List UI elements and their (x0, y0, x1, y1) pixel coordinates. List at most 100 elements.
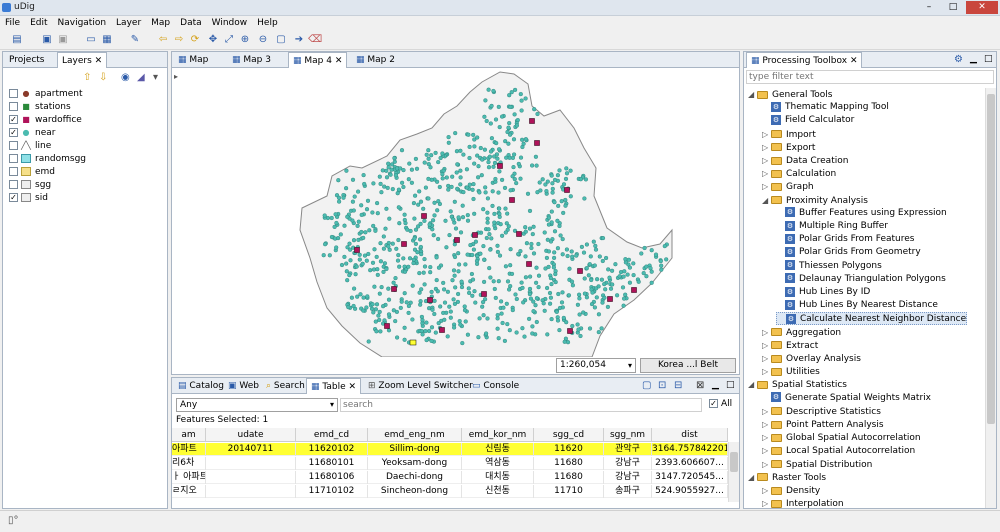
select-icon[interactable]: ▢ (276, 34, 286, 45)
tree-item[interactable]: ◢ Proximity Analysis (762, 194, 868, 207)
table-search-input[interactable] (340, 398, 702, 412)
tree-item[interactable]: ⚙ Field Calculator (762, 114, 854, 127)
layer-checkbox[interactable]: ✓ (9, 115, 18, 124)
layer-checkbox[interactable]: ✓ (9, 193, 18, 202)
menu-map[interactable]: Map (151, 18, 171, 28)
layer-checkbox[interactable] (9, 167, 18, 176)
menu-navigation[interactable]: Navigation (57, 18, 107, 28)
tree-item[interactable]: ⚙ Generate Spatial Weights Matrix (762, 392, 931, 405)
expand-icon[interactable]: ▷ (762, 169, 769, 179)
tree-item[interactable]: ▷ Local Spatial Autocorrelation (762, 444, 915, 457)
layer-item-sid[interactable]: ✓ sid (9, 193, 48, 203)
tree-item[interactable]: ⚙ Calculate Nearest Neighbor Distance (776, 312, 968, 326)
close-icon[interactable]: ✕ (334, 56, 343, 66)
tree-item[interactable]: ▷ Spatial Distribution (762, 458, 872, 471)
tree-item[interactable]: ⚙ Delaunay Triangulation Polygons (776, 273, 946, 286)
minimize-view-icon[interactable]: ▁ (712, 380, 719, 390)
expand-icon[interactable]: ▷ (762, 499, 769, 509)
back-icon[interactable]: ⇦ (158, 34, 168, 45)
tree-item[interactable]: ▷ Global Spatial Autocorrelation (762, 431, 921, 444)
menu-help[interactable]: Help (257, 18, 278, 28)
tab-zoom-level-switcher[interactable]: ⊞ Zoom Level Switcher (368, 381, 473, 391)
expand-icon[interactable]: ▷ (762, 327, 769, 337)
tree-item[interactable]: ◢ General Tools (748, 88, 833, 101)
layer-item-sgg[interactable]: sgg (9, 179, 51, 192)
save-all-icon[interactable]: ▣ (58, 34, 68, 45)
eraser-icon[interactable]: ⌫ (308, 34, 323, 45)
layer-item-randomsgg[interactable]: randomsgg (9, 153, 86, 166)
expand-icon[interactable]: ▷ (762, 446, 769, 456)
table-row[interactable]: ㄹ지오 11710102 Sincheon-dong 신천동 11710 송파구 524.9… (172, 485, 728, 498)
save-icon[interactable]: ▣ (42, 34, 52, 45)
tree-item[interactable]: ▷ Data Creation (762, 154, 848, 167)
tab-map-2[interactable]: ▦ Map 2 (356, 55, 395, 65)
tab-projects[interactable]: Projects (9, 55, 45, 65)
promote-icon[interactable]: ⊟ (674, 380, 683, 391)
tree-item[interactable]: ◢ Spatial Statistics (748, 378, 847, 391)
menu-edit[interactable]: Edit (30, 18, 48, 28)
maximize-button[interactable]: □ (948, 2, 958, 12)
tree-item[interactable]: ▷ Calculation (762, 167, 836, 180)
tab-map[interactable]: ▦ Map (178, 55, 209, 65)
select-all-icon[interactable]: ▢ (642, 380, 652, 391)
tree-item[interactable]: ▷ Descriptive Statistics (762, 405, 881, 418)
close-icon[interactable]: ✕ (94, 56, 103, 66)
layer-checkbox[interactable] (9, 102, 18, 111)
all-checkbox[interactable]: ✓ All (709, 399, 733, 409)
tree-item[interactable]: ▷ Import (762, 128, 816, 141)
expand-icon[interactable]: ▷ (762, 459, 769, 469)
clear-selection-icon[interactable]: ⊠ (696, 380, 705, 391)
scrollbar-thumb[interactable] (730, 452, 738, 472)
collapse-icon[interactable]: ◢ (748, 472, 755, 482)
tree-item[interactable]: ⚙ Thiessen Polygons (776, 260, 882, 273)
collapse-icon[interactable]: ◢ (762, 195, 769, 205)
layer-item-emd[interactable]: emd (9, 166, 55, 179)
edit-icon[interactable]: ✎ (130, 34, 140, 45)
table-row[interactable]: 아파트 20140711 11620102 Sillim-dong 신림동 11620 관악… (172, 443, 728, 456)
table-row[interactable]: ㅏ 아파트 11680106 Daechi-dong 대치동 11680 강남구 3147.… (172, 471, 728, 484)
tab-map-3[interactable]: ▦ Map 3 (232, 55, 271, 65)
tab-web[interactable]: ▣ Web (228, 381, 260, 391)
minimize-view-icon[interactable]: ▁ (970, 54, 977, 64)
scale-combo[interactable]: 1:260,054 ▾ (556, 358, 636, 373)
column-header[interactable]: emd_eng_nm (368, 428, 462, 442)
layer-checkbox[interactable]: ✓ (9, 128, 18, 137)
zoom-in-icon[interactable]: ⊕ (240, 34, 250, 45)
map-canvas[interactable] (182, 68, 739, 357)
close-icon[interactable]: ✕ (849, 56, 858, 66)
menu-layer[interactable]: Layer (116, 18, 142, 28)
tree-item[interactable]: ⚙ Polar Grids From Features (776, 233, 914, 246)
layer-item-apartment[interactable]: ● apartment (9, 88, 83, 101)
column-header[interactable]: sgg_cd (534, 428, 604, 442)
tree-item[interactable]: ▷ Overlay Analysis (762, 352, 861, 365)
tree-item[interactable]: ⚙ Hub Lines By Nearest Distance (776, 299, 938, 312)
table-row[interactable]: 리6차 11680101 Yeoksam-dong 역삼동 11680 강남구 2393.6… (172, 457, 728, 470)
column-header[interactable]: dist (652, 428, 728, 442)
layer-item-near[interactable]: ✓ ● near (9, 128, 56, 138)
layer-checkbox[interactable] (9, 141, 18, 150)
expand-icon[interactable]: ▷ (762, 420, 769, 429)
minimize-button[interactable]: – (926, 2, 932, 12)
expand-icon[interactable]: ▷ (762, 129, 769, 139)
tree-item[interactable]: ⚙ Hub Lines By ID (776, 286, 870, 299)
tree-item[interactable]: ⚙ Buffer Features using Expression (776, 207, 947, 220)
column-header[interactable]: am (172, 428, 206, 442)
tab-console[interactable]: ▭ Console (472, 381, 520, 391)
table-scrollbar[interactable] (728, 442, 739, 502)
toolbox-filter-input[interactable] (746, 70, 994, 84)
menu-window[interactable]: Window (211, 18, 248, 28)
scrollbar-thumb[interactable] (987, 94, 995, 424)
tree-item[interactable]: ▷ Point Pattern Analysis (762, 418, 884, 431)
move-down-icon[interactable]: ⇩ (99, 72, 108, 83)
refresh-icon[interactable]: ⟳ (190, 34, 200, 45)
crs-button[interactable]: Korea ...l Belt (640, 358, 736, 373)
column-header[interactable]: sgg_nm (604, 428, 652, 442)
expand-icon[interactable]: ▷ (762, 156, 769, 165)
expand-icon[interactable]: ▷ (762, 354, 769, 363)
tree-item[interactable]: ◢ Raster Tools (748, 471, 826, 484)
zoom-selection-icon[interactable]: ⊡ (658, 380, 667, 391)
expand-icon[interactable]: ▷ (762, 406, 769, 416)
expand-icon[interactable]: ▷ (762, 142, 769, 152)
menu-data[interactable]: Data (180, 18, 202, 28)
collapse-icon[interactable]: ◢ (748, 380, 755, 390)
